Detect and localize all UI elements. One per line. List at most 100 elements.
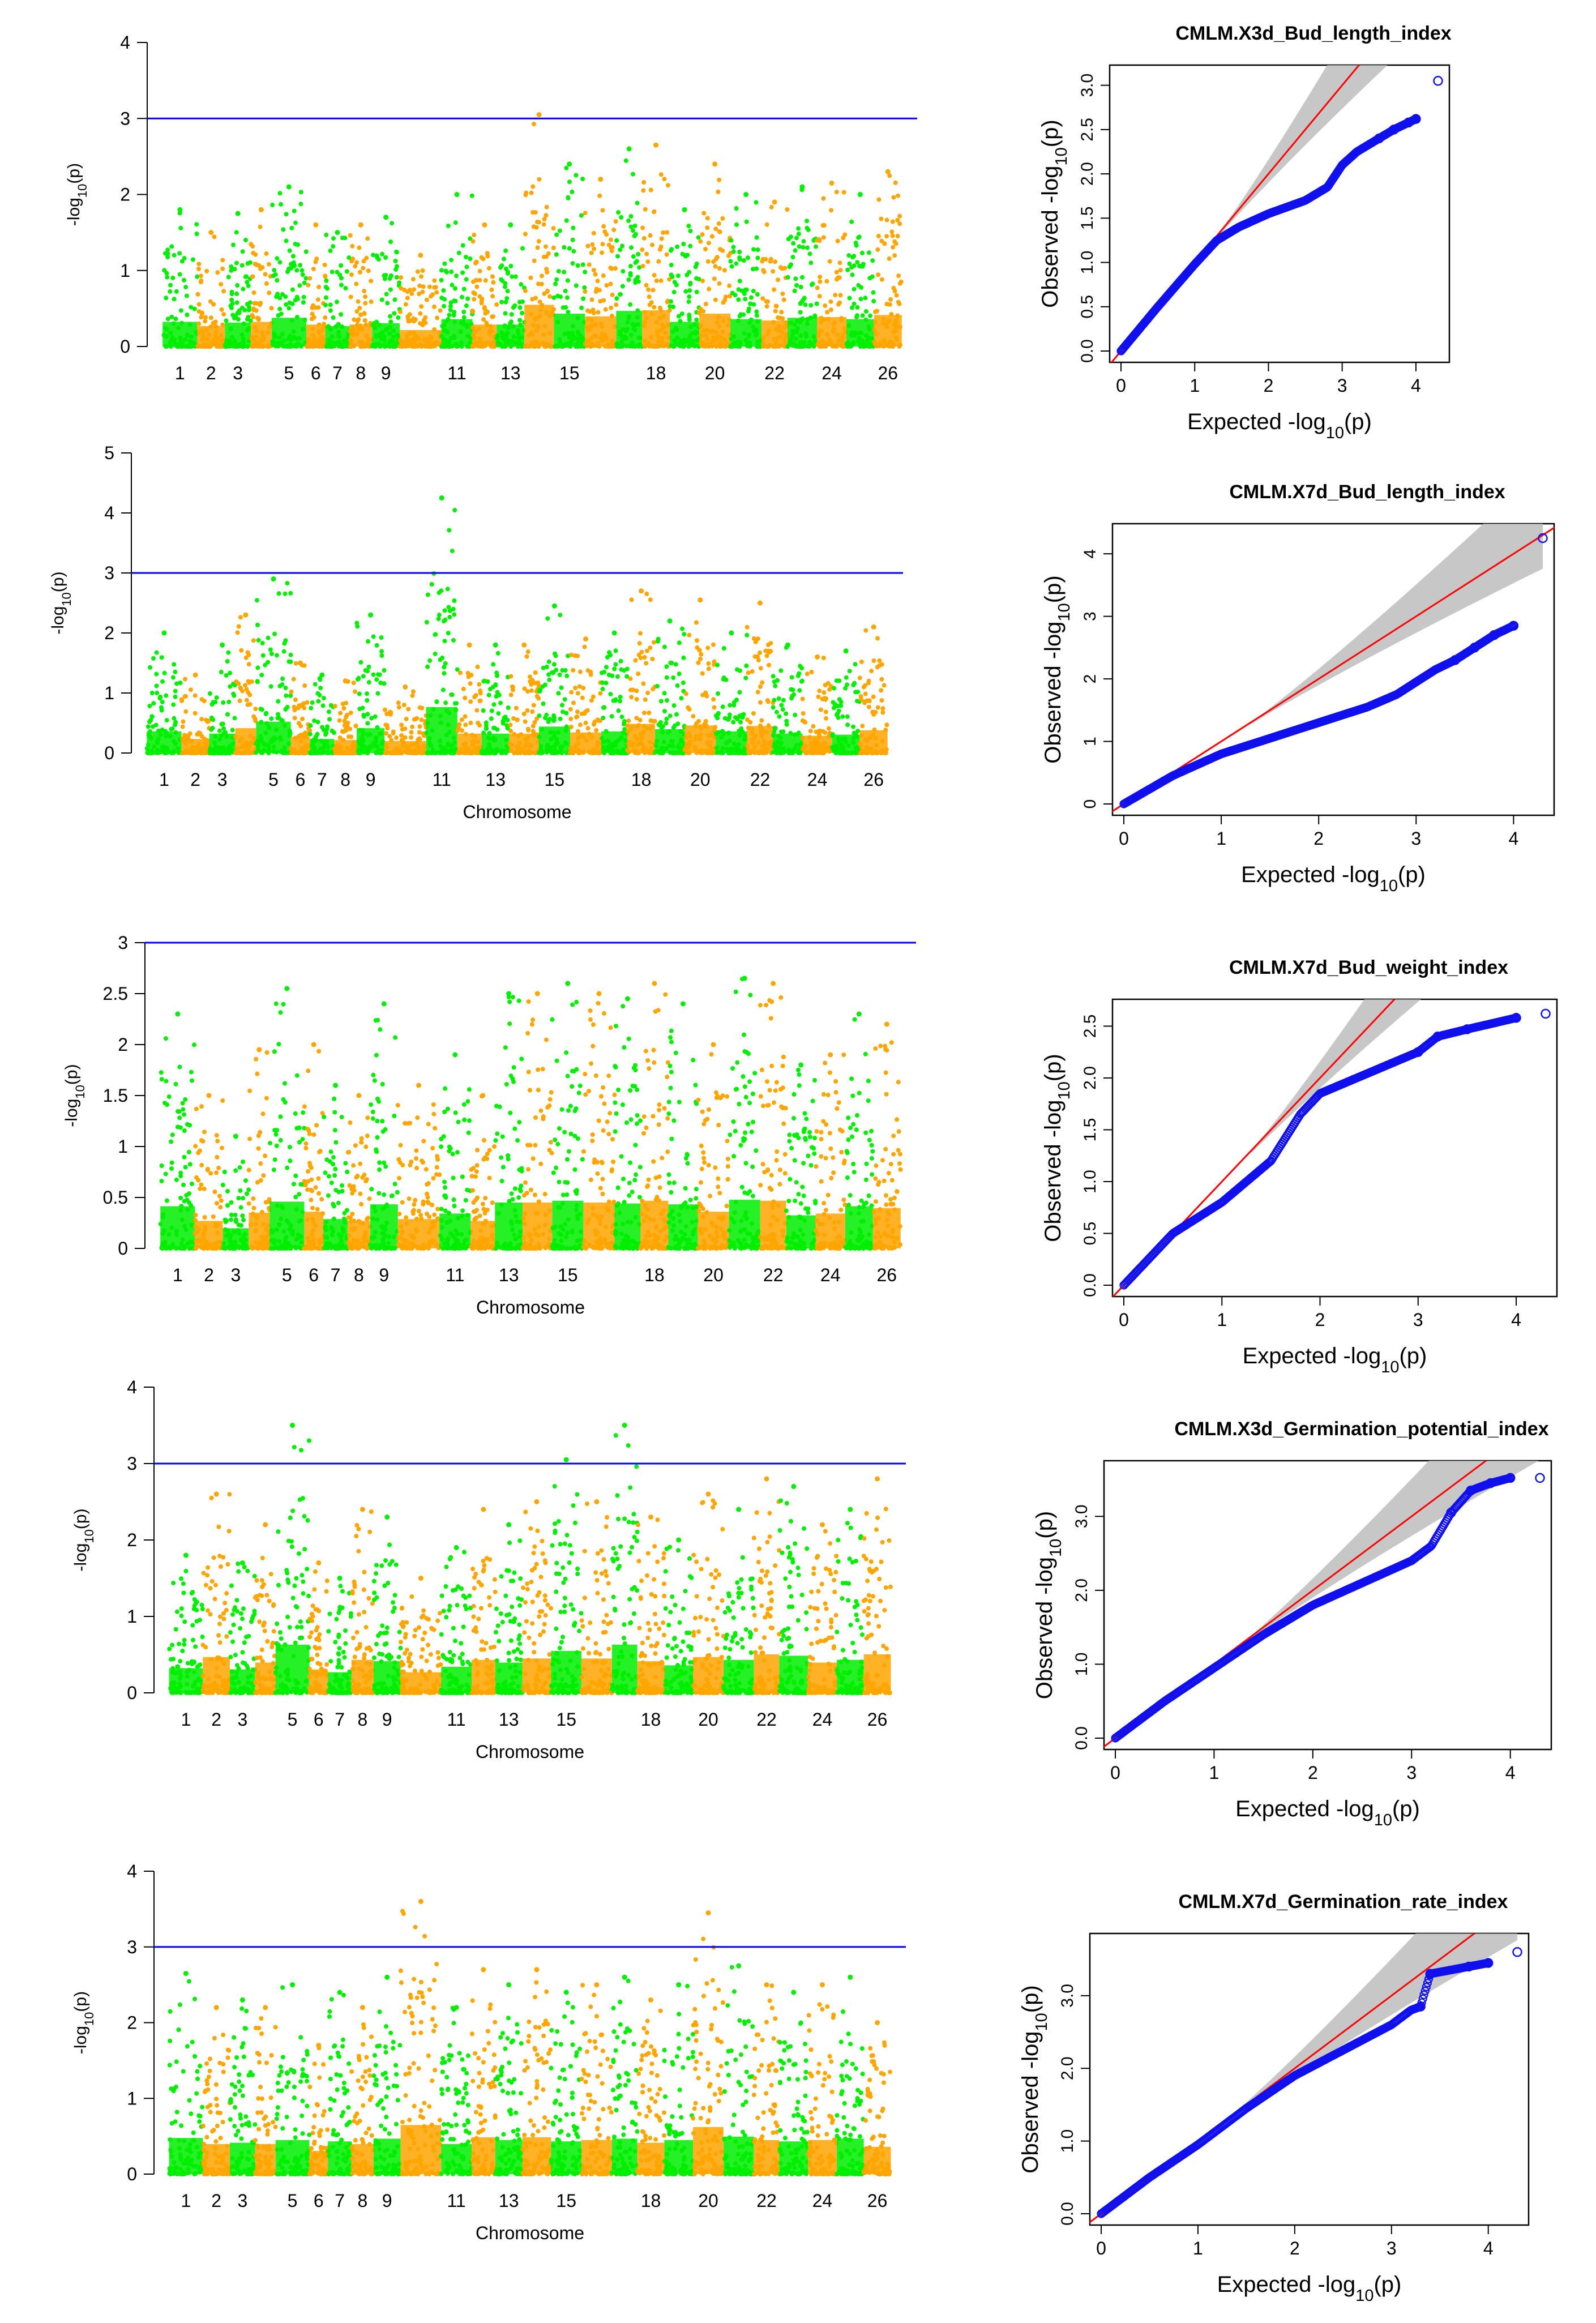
snp-point bbox=[172, 662, 176, 667]
snp-point bbox=[423, 315, 427, 320]
snp-point bbox=[471, 239, 476, 243]
snp-point bbox=[365, 236, 370, 241]
snp-point bbox=[267, 262, 271, 267]
snp-point bbox=[821, 196, 826, 201]
snp-point bbox=[296, 242, 300, 247]
snp-point bbox=[779, 703, 784, 707]
snp-point bbox=[662, 177, 666, 181]
snp-point bbox=[169, 315, 174, 319]
snp-point bbox=[615, 674, 620, 679]
snp-point bbox=[861, 313, 865, 318]
snp-point bbox=[873, 310, 878, 314]
snp-point bbox=[281, 227, 285, 232]
snp-point bbox=[164, 296, 168, 300]
snp-point bbox=[419, 275, 423, 279]
snp-point bbox=[171, 675, 176, 680]
snp-point bbox=[379, 653, 384, 658]
snp-point bbox=[563, 305, 568, 310]
snp-point bbox=[699, 652, 703, 657]
snp-point bbox=[687, 707, 692, 712]
snp-point bbox=[675, 683, 680, 688]
snp-point bbox=[891, 234, 895, 238]
snp-point bbox=[183, 677, 187, 682]
snp-point bbox=[252, 290, 256, 295]
snp-point bbox=[260, 265, 264, 269]
snp-point bbox=[441, 288, 446, 293]
snp-point bbox=[597, 194, 602, 198]
snp-point bbox=[259, 673, 264, 677]
snp-point bbox=[230, 292, 234, 296]
snp-point bbox=[462, 315, 467, 320]
snp-point bbox=[794, 236, 799, 240]
snp-point bbox=[652, 640, 656, 645]
snp-point bbox=[254, 301, 259, 306]
snp-point bbox=[170, 276, 175, 280]
snp-point bbox=[705, 225, 709, 230]
snp-peak-point bbox=[552, 604, 557, 609]
snp-point bbox=[200, 697, 204, 701]
snp-point bbox=[793, 713, 797, 717]
snp-point bbox=[321, 703, 326, 708]
snp-point bbox=[746, 255, 750, 260]
snp-point bbox=[634, 658, 638, 662]
snp-point bbox=[447, 528, 451, 533]
snp-point bbox=[845, 682, 849, 687]
snp-point bbox=[181, 720, 186, 724]
snp-point bbox=[782, 297, 786, 302]
snp-point bbox=[793, 276, 798, 281]
snp-point bbox=[529, 682, 533, 687]
snp-point bbox=[209, 716, 214, 720]
snp-point bbox=[781, 698, 786, 703]
snp-point bbox=[487, 266, 491, 271]
x-tick-label: 0 bbox=[1116, 375, 1126, 396]
snp-point bbox=[432, 305, 437, 309]
snp-point bbox=[263, 272, 268, 276]
snp-point bbox=[564, 166, 568, 170]
snp-point bbox=[715, 663, 720, 668]
snp-point bbox=[533, 670, 538, 675]
snp-peak-point bbox=[455, 192, 460, 197]
snp-point bbox=[272, 268, 276, 272]
snp-point bbox=[388, 276, 392, 281]
snp-point bbox=[289, 660, 293, 664]
y-tick-label: 1.0 bbox=[1078, 251, 1097, 275]
snp-band bbox=[272, 318, 306, 346]
snp-point bbox=[884, 234, 889, 238]
snp-point bbox=[848, 262, 852, 266]
snp-point bbox=[237, 624, 241, 629]
snp-point bbox=[896, 234, 900, 238]
snp-point bbox=[311, 303, 315, 308]
snp-point bbox=[371, 673, 376, 677]
snp-point bbox=[607, 673, 611, 677]
expected-line bbox=[1106, 0, 1475, 369]
snp-point bbox=[738, 720, 743, 725]
snp-point bbox=[669, 661, 674, 665]
snp-point bbox=[185, 313, 189, 317]
snp-point bbox=[427, 658, 432, 663]
snp-point bbox=[468, 256, 473, 261]
snp-point bbox=[496, 651, 500, 656]
snp-point bbox=[299, 190, 303, 194]
snp-point bbox=[798, 310, 803, 315]
snp-point bbox=[288, 694, 293, 698]
snp-point bbox=[304, 250, 309, 254]
snp-point bbox=[464, 255, 468, 259]
snp-point bbox=[639, 656, 643, 660]
snp-point bbox=[580, 177, 585, 181]
snp-point bbox=[584, 721, 588, 725]
snp-peak-point bbox=[383, 215, 388, 220]
snp-point bbox=[236, 630, 240, 635]
snp-point bbox=[864, 309, 868, 314]
snp-point bbox=[480, 255, 484, 260]
snp-point bbox=[635, 697, 639, 701]
y-axis-label: -log10(p) bbox=[65, 163, 89, 226]
snp-point bbox=[196, 322, 201, 326]
snp-point bbox=[558, 717, 563, 721]
snp-band bbox=[209, 734, 236, 753]
x-tick-label: 20 bbox=[705, 363, 725, 383]
snp-point bbox=[778, 316, 782, 320]
snp-point bbox=[258, 707, 263, 711]
snp-point bbox=[323, 303, 328, 307]
snp-point bbox=[677, 314, 681, 319]
snp-point bbox=[379, 635, 384, 640]
